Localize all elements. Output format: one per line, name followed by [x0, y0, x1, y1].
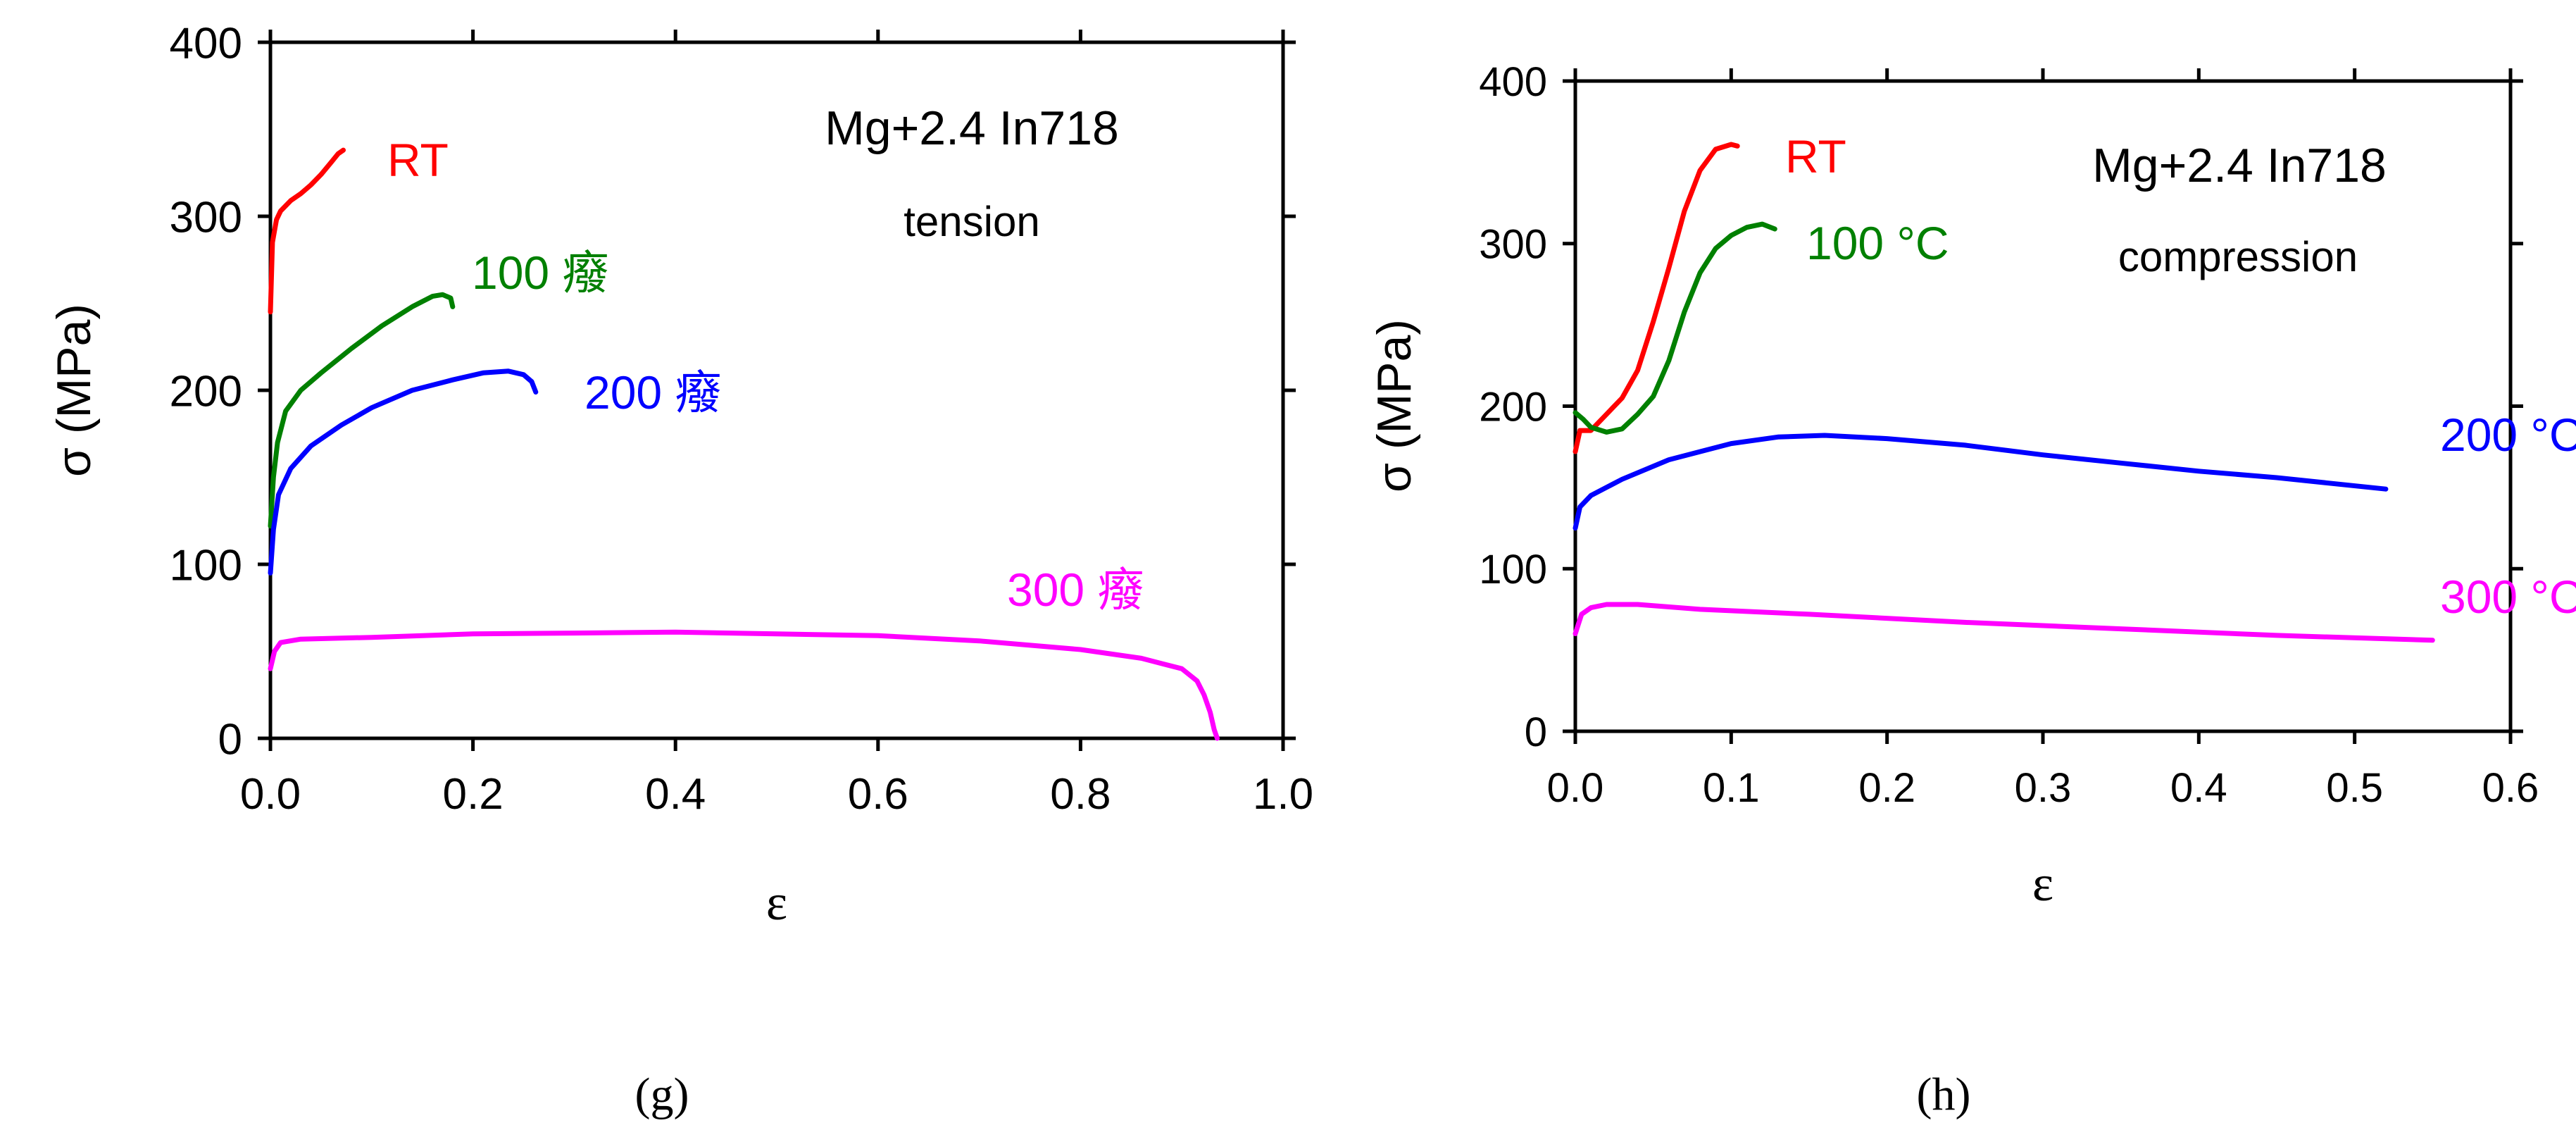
y-tick-label: 300: [170, 193, 242, 242]
series-group: [1573, 142, 2435, 643]
series-label: RT: [1785, 130, 1846, 182]
series-label: 100 癈: [472, 247, 608, 299]
series-label: RT: [387, 134, 449, 186]
series-line: [268, 147, 346, 315]
series-labels: RT 100 癈 200 癈 300 癈: [387, 134, 1144, 616]
series-line: [268, 368, 539, 576]
axis-ticks: 0.0 0.2 0.4 0.6 0.8 1.0 0 100 200 300 400: [170, 19, 1314, 819]
series-label: 200 癈: [584, 366, 721, 418]
series-line: [268, 629, 1220, 741]
x-tick-label: 0.6: [2482, 765, 2539, 811]
chart-panel-h: 0.0 0.1 0.2 0.3 0.4 0.5 0.6 0 100 200 300 400 RT 100…: [1368, 59, 2576, 1120]
y-tick-label: 300: [1479, 222, 1547, 268]
y-tick-label: 400: [170, 19, 242, 68]
series-label: 300 °C: [2440, 571, 2576, 623]
series-line: [1573, 602, 2435, 643]
series-line: [1573, 221, 1777, 435]
x-tick-label: 0.0: [240, 770, 301, 819]
annotation-sub: compression: [2118, 233, 2358, 280]
y-tick-label: 0: [1525, 709, 1547, 755]
y-tick-label: 400: [1479, 59, 1547, 105]
x-tick-label: 0.8: [1050, 770, 1111, 819]
annotation-main: Mg+2.4 In718: [2092, 139, 2387, 192]
y-tick-label: 100: [170, 541, 242, 590]
y-tick-label: 200: [170, 367, 242, 416]
series-labels: RT 100 °C 200 °C 300 °C: [1785, 130, 2576, 623]
x-tick-label: 1.0: [1253, 770, 1313, 819]
series-label: 300 癈: [1007, 564, 1144, 616]
y-tick-label: 0: [218, 715, 242, 764]
x-tick-label: 0.1: [1703, 765, 1760, 811]
series-group: [268, 147, 1220, 741]
x-tick-label: 0.2: [442, 770, 503, 819]
x-axis-label: ε: [766, 874, 787, 931]
x-tick-label: 0.5: [2326, 765, 2383, 811]
series-line: [268, 292, 456, 529]
chart-panel-g: 0.0 0.2 0.4 0.6 0.8 1.0 0 100 200 300 400 RT 100 癈 2…: [47, 19, 1313, 1120]
x-tick-label: 0.3: [2015, 765, 2072, 811]
x-axis-label: ε: [2032, 855, 2053, 912]
axis-ticks: 0.0 0.1 0.2 0.3 0.4 0.5 0.6 0 100 200 300 400: [1479, 59, 2539, 811]
panel-label-h: (h): [1917, 1069, 1971, 1120]
x-tick-label: 0.4: [2170, 765, 2227, 811]
series-label: 100 °C: [1806, 217, 1949, 269]
y-axis-label: σ (MPa): [1368, 319, 1421, 492]
series-line: [1573, 142, 1740, 454]
series-label: 200 °C: [2440, 409, 2576, 461]
y-tick-label: 100: [1479, 547, 1547, 592]
panel-label-g: (g): [635, 1069, 689, 1120]
x-tick-label: 0.6: [848, 770, 908, 819]
x-tick-label: 0.4: [645, 770, 706, 819]
annotation-main: Mg+2.4 In718: [825, 101, 1119, 155]
series-line: [1573, 433, 2389, 531]
annotation-sub: tension: [904, 198, 1039, 245]
y-axis-label: σ (MPa): [47, 304, 101, 477]
x-tick-label: 0.2: [1858, 765, 1915, 811]
y-tick-label: 200: [1479, 384, 1547, 430]
x-tick-label: 0.0: [1547, 765, 1604, 811]
